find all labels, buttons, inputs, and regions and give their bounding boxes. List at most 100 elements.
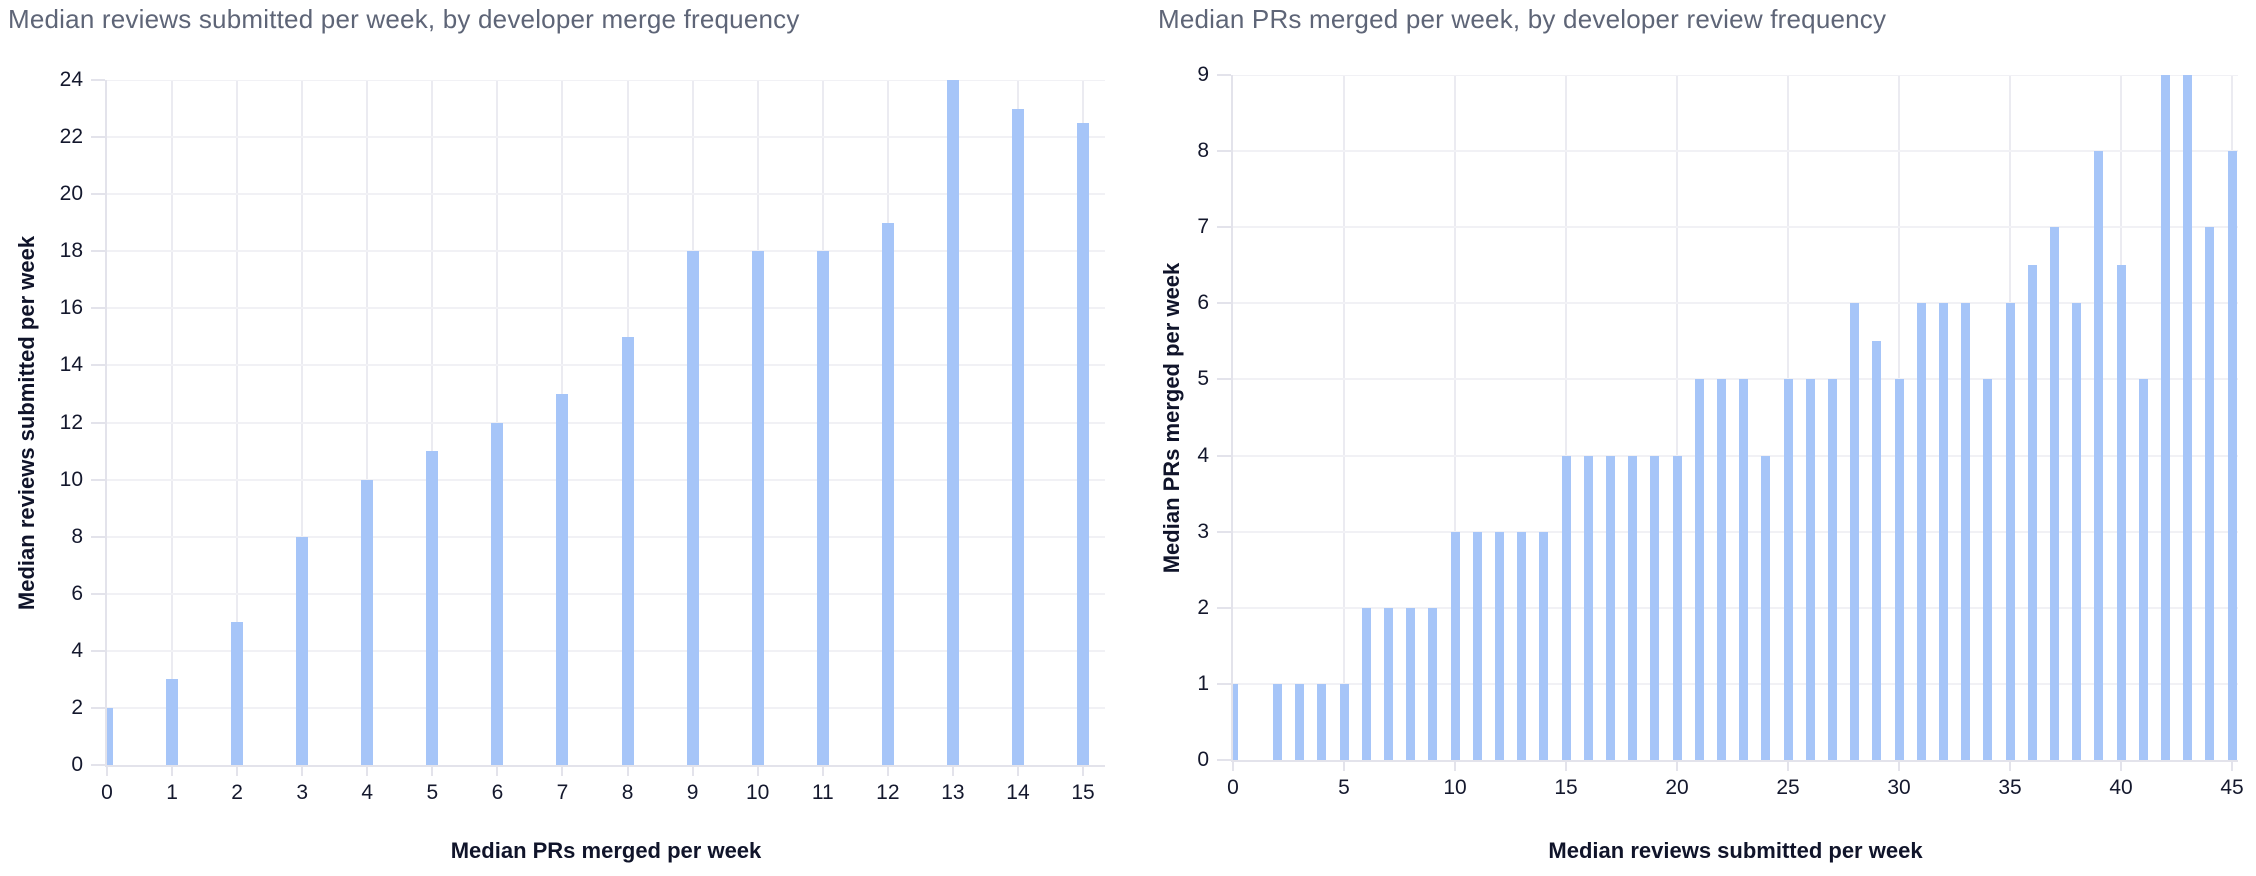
bar [556, 393, 569, 765]
y-tick-label: 6 [1197, 291, 1209, 315]
y-tick-label: 0 [71, 753, 83, 776]
bar [1938, 303, 1948, 760]
chart-panel-right: Median PRs merged per week, by developer… [1128, 0, 2256, 876]
y-axis-tick [1217, 530, 1231, 533]
y-axis-tick [91, 649, 105, 652]
y-axis-tick [1217, 226, 1231, 229]
x-tick-label: 2 [231, 781, 243, 804]
x-axis-tick [1565, 762, 1567, 771]
bar [1628, 455, 1638, 760]
chart-panel-left: Median reviews submitted per week, by de… [8, 4, 1105, 863]
bar [1805, 379, 1815, 760]
x-tick-label: 12 [876, 781, 900, 804]
y-tick-label: 24 [59, 68, 83, 91]
bar [166, 679, 179, 765]
bar [1233, 683, 1238, 760]
x-axis-tick [2231, 762, 2233, 771]
y-axis-tick [91, 421, 105, 424]
plot-area-right [1231, 75, 2238, 762]
x-tick-label: 15 [1071, 781, 1095, 804]
horizontal-gridline [107, 364, 1105, 367]
y-axis-tick [1217, 302, 1231, 305]
bar [1317, 683, 1327, 760]
bar [1894, 379, 1904, 760]
horizontal-gridline [1233, 378, 2238, 381]
y-axis-tick [1217, 606, 1231, 609]
y-tick-label: 20 [59, 182, 83, 206]
horizontal-gridline [107, 649, 1105, 652]
bar [2094, 151, 2104, 760]
y-tick-label: 6 [71, 581, 83, 605]
x-axis-tick [1676, 762, 1678, 771]
y-axis-tick [91, 250, 105, 253]
y-tick-label: 14 [59, 353, 83, 377]
x-axis-tick [756, 767, 759, 776]
y-tick-label: 22 [59, 125, 83, 149]
x-tick-label: 4 [361, 781, 374, 804]
x-tick-label: 0 [101, 781, 113, 804]
bar [2227, 151, 2237, 760]
x-tick-label: 25 [1776, 776, 1800, 799]
bar [1961, 303, 1971, 760]
x-axis-tick [1232, 762, 1234, 771]
bar [1077, 122, 1090, 765]
x-axis-title-left: Median PRs merged per week [450, 838, 762, 863]
x-axis-tick [431, 767, 434, 776]
y-axis-tick [91, 592, 105, 595]
bar [1450, 531, 1460, 760]
horizontal-gridline [1233, 302, 2238, 305]
bar [491, 422, 504, 765]
y-axis-tick [1217, 378, 1231, 381]
x-axis-tick [236, 767, 239, 776]
bar [1295, 683, 1305, 760]
x-axis-tick [561, 767, 564, 776]
x-axis-tick [1016, 767, 1019, 776]
bar [1561, 455, 1571, 760]
bar [946, 80, 959, 765]
bar [1339, 683, 1349, 760]
x-tick-label: 20 [1665, 776, 1689, 799]
bar [621, 336, 634, 765]
bar [2005, 303, 2015, 760]
bar [2049, 227, 2059, 760]
bar [1761, 455, 1771, 760]
y-axis-tick [1217, 682, 1231, 685]
bar [361, 479, 374, 765]
y-axis-tick [91, 79, 105, 81]
bar [2205, 227, 2215, 760]
x-axis-tick [691, 767, 694, 776]
x-tick-label: 9 [686, 781, 699, 804]
x-axis-tick [2009, 762, 2011, 771]
y-axis-tick [91, 364, 105, 367]
y-tick-label: 1 [1197, 671, 1209, 695]
bar [816, 251, 829, 765]
x-tick-label: 11 [811, 781, 834, 804]
x-tick-label: 6 [491, 781, 504, 804]
chart-title-left: Median reviews submitted per week, by de… [8, 4, 800, 34]
vertical-gridline [1343, 75, 1345, 760]
x-axis-tick [1454, 762, 1456, 771]
bar [686, 251, 699, 765]
x-tick-label: 0 [1227, 776, 1239, 799]
horizontal-gridline [1233, 682, 2238, 685]
bar [2116, 265, 2126, 760]
x-axis-tick [1343, 762, 1345, 771]
y-axis-tick [1217, 150, 1231, 153]
bar [1517, 531, 1527, 760]
x-tick-label: 40 [2109, 776, 2133, 799]
horizontal-gridline [107, 421, 1105, 424]
horizontal-gridline [107, 307, 1105, 310]
y-tick-label: 10 [59, 467, 83, 491]
bar [1983, 379, 1993, 760]
x-axis-tick [171, 767, 174, 776]
bar [2138, 379, 2148, 760]
y-axis-tick [91, 193, 105, 196]
y-axis-tick [91, 478, 105, 481]
bar [1783, 379, 1793, 760]
x-axis-tick [951, 767, 954, 776]
bar [1872, 341, 1882, 760]
y-axis-tick [91, 764, 105, 766]
y-tick-label: 4 [71, 638, 83, 662]
bar [1539, 531, 1549, 760]
horizontal-gridline [1233, 454, 2238, 457]
